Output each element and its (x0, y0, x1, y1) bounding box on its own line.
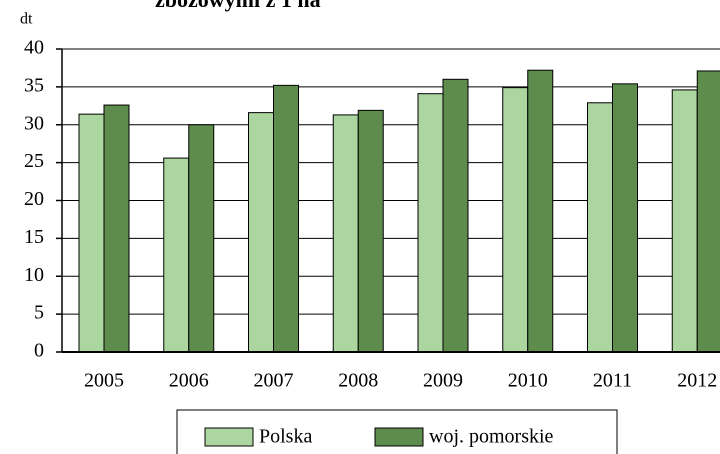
x-tick-label: 2006 (169, 370, 209, 392)
y-tick-label: 30 (24, 112, 44, 134)
legend-swatch (204, 427, 254, 447)
chart-title: zbożowymi z 1 ha (155, 0, 321, 12)
y-tick-label: 25 (24, 150, 44, 172)
y-tick-label: 5 (34, 302, 44, 324)
y-tick-label: 40 (24, 37, 44, 59)
bar (103, 104, 130, 353)
bar (696, 70, 720, 353)
x-tick-label: 2007 (254, 370, 294, 392)
x-tick-label: 2008 (338, 370, 378, 392)
bar (587, 102, 613, 353)
x-tick-label: 2012 (677, 370, 717, 392)
y-tick-label: 0 (34, 340, 44, 362)
y-tick-label: 35 (24, 74, 44, 96)
bar (417, 93, 444, 353)
x-tick-label: 2009 (423, 370, 463, 392)
bar (612, 83, 638, 353)
y-tick-label: 15 (24, 226, 44, 248)
bar (188, 124, 215, 353)
legend-label: woj. pomorskie (429, 426, 554, 448)
legend-swatch (374, 427, 424, 447)
legend-label: Polska (259, 426, 312, 448)
y-tick-label: 20 (24, 188, 44, 210)
x-tick-label: 2010 (508, 370, 548, 392)
bar (357, 109, 384, 353)
y-axis-label: dt (20, 11, 33, 28)
y-tick-label: 10 (24, 264, 44, 286)
bar (442, 78, 469, 353)
bar (78, 113, 105, 353)
bar (163, 157, 190, 353)
bar (273, 84, 299, 353)
x-tick-label: 2011 (593, 370, 632, 392)
bar (527, 69, 554, 353)
bar (248, 112, 274, 353)
x-tick-label: 2005 (84, 370, 124, 392)
bar (671, 89, 698, 353)
bar (502, 87, 529, 353)
bar (332, 114, 359, 353)
